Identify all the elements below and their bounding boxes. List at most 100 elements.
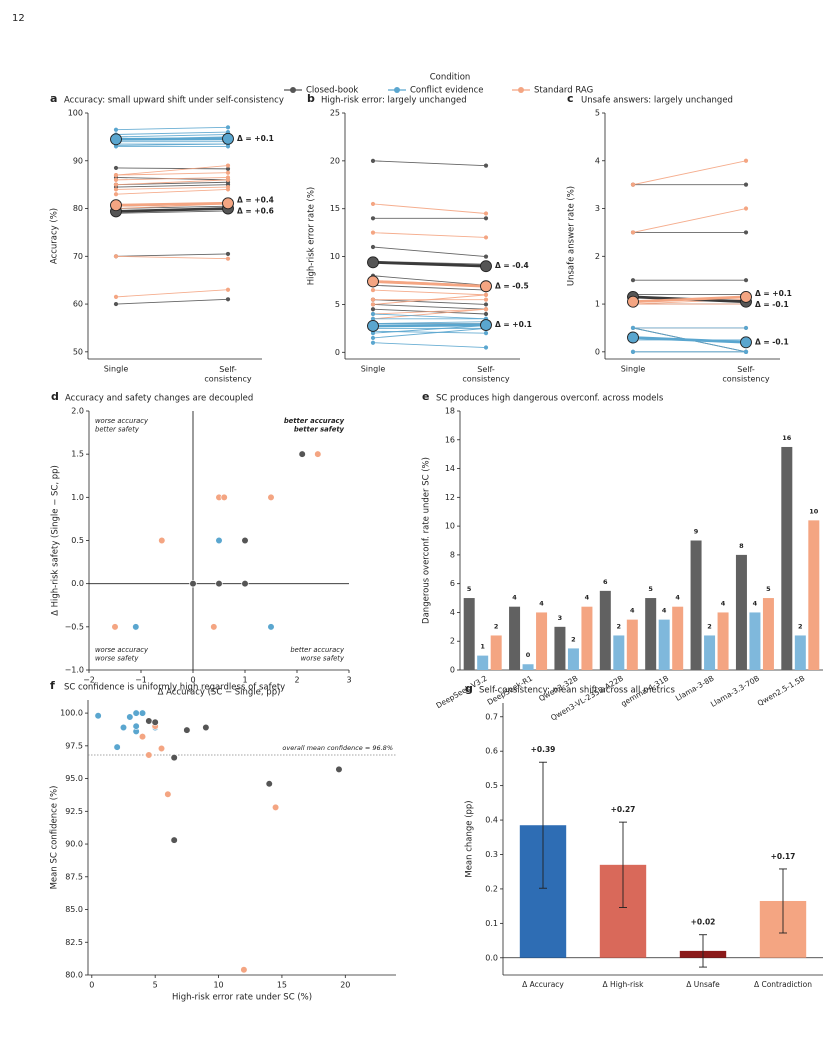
model-point bbox=[483, 292, 489, 297]
point bbox=[119, 723, 128, 732]
bar bbox=[690, 540, 702, 670]
y-tick-label: 90.0 bbox=[65, 840, 83, 849]
bar-value-label: 4 bbox=[662, 607, 667, 615]
point bbox=[126, 713, 134, 721]
point bbox=[241, 580, 249, 588]
bar bbox=[599, 590, 611, 670]
x-tick-label: 20 bbox=[340, 981, 350, 990]
point bbox=[215, 536, 223, 545]
bar-value-label: 4 bbox=[539, 599, 544, 607]
model-point bbox=[370, 201, 376, 207]
x-tick-label: Δ Unsafe bbox=[686, 980, 720, 989]
model-point bbox=[483, 307, 489, 312]
x-tick-label: Self-consistency bbox=[722, 365, 769, 384]
y-tick-label: 15 bbox=[330, 204, 340, 213]
point bbox=[170, 754, 178, 762]
mean-delta-label: Δ = -0.1 bbox=[755, 300, 789, 309]
y-tick-label: 87.5 bbox=[65, 872, 83, 881]
bar bbox=[477, 655, 489, 670]
mean-point bbox=[740, 336, 752, 349]
model-line bbox=[115, 143, 229, 146]
model-point bbox=[630, 325, 636, 331]
mean-delta-label: Δ = +0.1 bbox=[237, 134, 274, 143]
quadrant-note: worse accuracy bbox=[95, 646, 149, 654]
legend-label: Standard RAG bbox=[534, 86, 593, 96]
x-tick-label: Self-consistency bbox=[462, 365, 509, 384]
model-point bbox=[113, 187, 119, 192]
legend-marker bbox=[394, 87, 400, 93]
y-tick-label: 95.0 bbox=[65, 774, 83, 783]
model-line bbox=[115, 126, 229, 131]
bar-value-label: 10 bbox=[809, 507, 819, 515]
mean-point bbox=[367, 256, 379, 269]
panel-title: SC confidence is uniformly high regardle… bbox=[64, 683, 285, 693]
model-point bbox=[370, 216, 376, 221]
y-tick-label: 8 bbox=[450, 550, 455, 559]
model-line bbox=[115, 298, 229, 305]
y-tick-label: 90 bbox=[73, 156, 83, 165]
model-point bbox=[630, 349, 636, 354]
y-tick-label: 2 bbox=[595, 252, 600, 261]
y-tick-label: 0.4 bbox=[485, 816, 498, 825]
model-point bbox=[483, 211, 489, 216]
bar bbox=[490, 635, 502, 670]
model-point bbox=[113, 165, 119, 171]
bar bbox=[613, 635, 625, 670]
mean-point bbox=[110, 133, 122, 146]
bar bbox=[626, 619, 638, 670]
y-tick-label: 4 bbox=[595, 156, 600, 165]
panel-letter: b bbox=[307, 92, 315, 105]
mean-point bbox=[740, 290, 752, 303]
y-tick-label: 0 bbox=[595, 347, 600, 356]
y-tick-label: 0.0 bbox=[71, 579, 84, 588]
mean-line bbox=[372, 260, 487, 268]
y-tick-label: 18 bbox=[445, 407, 455, 416]
model-point bbox=[370, 311, 376, 317]
model-line bbox=[115, 210, 229, 214]
bar-value-label: 4 bbox=[721, 599, 726, 607]
model-point bbox=[225, 287, 231, 292]
bar bbox=[463, 598, 475, 670]
model-point bbox=[370, 340, 376, 345]
mean-delta-label: Δ = -0.5 bbox=[495, 281, 529, 290]
y-axis-label: High-risk error rate (%) bbox=[307, 187, 317, 285]
y-tick-label: 80 bbox=[73, 204, 83, 213]
x-tick-label: Self-consistency bbox=[204, 365, 251, 384]
model-line bbox=[115, 289, 229, 298]
y-tick-label: 92.5 bbox=[65, 807, 83, 816]
x-tick-label: 5 bbox=[153, 981, 158, 990]
panel-letter: e bbox=[422, 390, 429, 403]
mean-point bbox=[222, 197, 234, 210]
model-line bbox=[632, 208, 747, 233]
model-point bbox=[483, 163, 489, 168]
bar bbox=[762, 598, 774, 670]
model-point bbox=[113, 301, 119, 307]
model-line bbox=[115, 253, 229, 257]
model-line bbox=[372, 313, 487, 320]
bar-value-label: 16 bbox=[782, 434, 792, 442]
model-point bbox=[630, 278, 636, 283]
bar-value-label: 5 bbox=[766, 585, 771, 593]
quadrant-note: better accuracy bbox=[290, 646, 345, 654]
quadrant-note: worse safety bbox=[301, 655, 345, 663]
bar-value-label: 2 bbox=[707, 622, 712, 630]
bar bbox=[567, 648, 579, 670]
model-line bbox=[372, 327, 487, 339]
model-line bbox=[372, 289, 487, 296]
model-point bbox=[630, 230, 636, 235]
point bbox=[111, 623, 119, 631]
point bbox=[157, 744, 166, 753]
bar bbox=[735, 554, 747, 670]
point bbox=[267, 493, 275, 501]
x-tick-label: Δ High-risk bbox=[603, 980, 645, 989]
bar bbox=[794, 635, 806, 670]
model-point bbox=[743, 158, 749, 163]
model-point bbox=[483, 216, 489, 221]
bar bbox=[672, 606, 684, 670]
model-point bbox=[483, 297, 489, 302]
y-tick-label: 12 bbox=[445, 493, 455, 502]
model-line bbox=[115, 255, 229, 260]
model-point bbox=[483, 345, 489, 350]
mean-point bbox=[480, 280, 492, 293]
